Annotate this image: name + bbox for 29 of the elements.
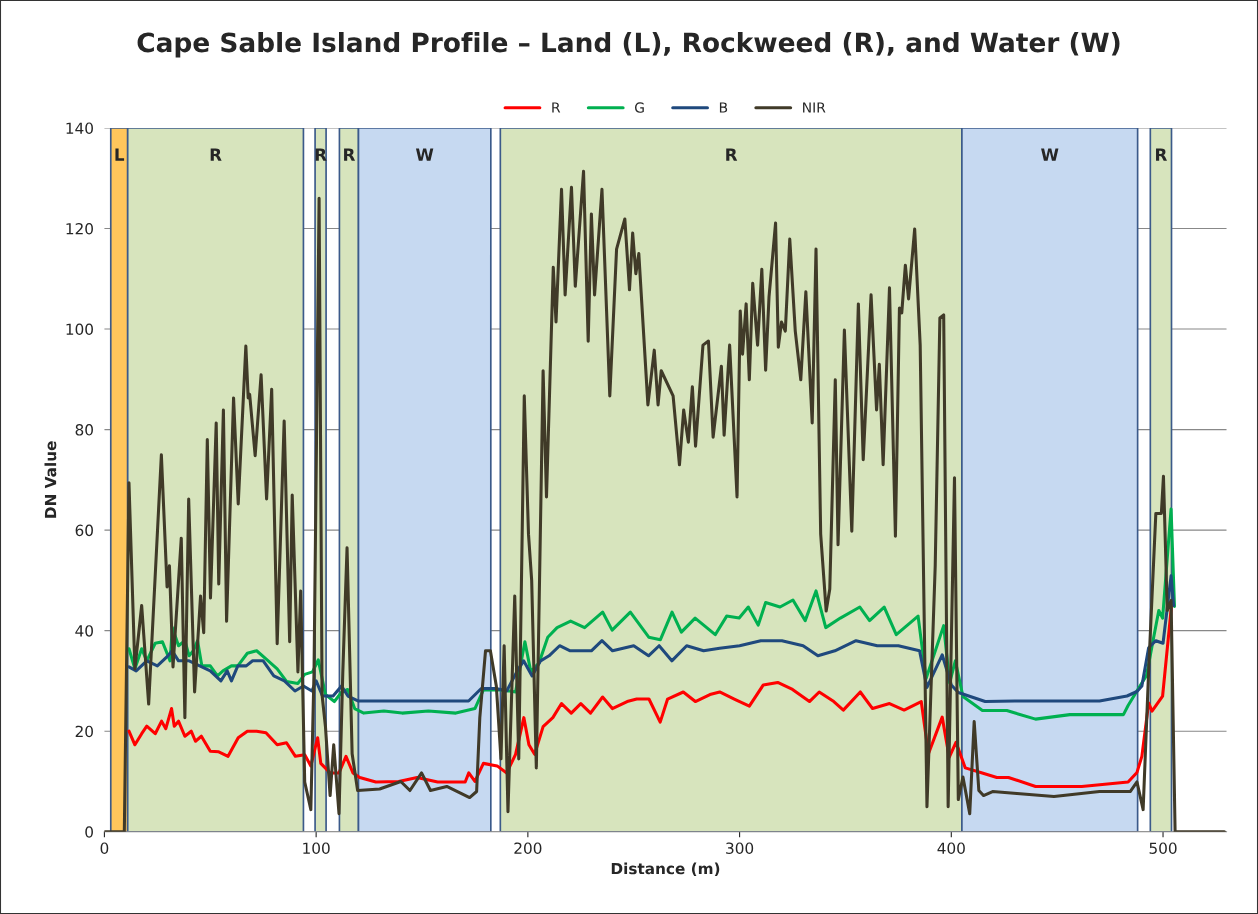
band-label: R (344, 148, 356, 161)
y-tick-label: 20 (75, 725, 93, 738)
legend-label: G (634, 102, 644, 113)
y-tick-label: 40 (75, 625, 93, 637)
band-label: R (726, 148, 738, 161)
band-label: L (115, 148, 125, 161)
y-tick-label: 140 (66, 122, 93, 134)
x-tick-label: 0 (100, 842, 109, 854)
band-label: R (1156, 148, 1167, 161)
x-tick-label: 100 (303, 842, 330, 854)
chart-title: Cape Sable Island Profile – Land (L), Rockweed (R), and Water (W) (137, 31, 1120, 58)
legend-label: R (552, 102, 561, 113)
y-tick-label: 120 (66, 222, 93, 235)
y-axis-title: DN Value (44, 441, 57, 518)
x-tick-label: 200 (514, 842, 542, 854)
y-tick-label: 0 (85, 826, 93, 838)
x-axis-title: Distance (m) (611, 862, 720, 877)
band-label: R (210, 148, 222, 161)
y-tick-label: 60 (75, 524, 93, 537)
x-tick-label: 500 (1149, 842, 1177, 854)
band-label: W (415, 148, 434, 161)
line-series (104, 169, 1226, 832)
legend-label: NIR (803, 102, 826, 113)
band-label: W (1041, 148, 1059, 161)
x-tick-label: 400 (937, 842, 965, 854)
legend-label: B (719, 102, 728, 113)
x-tick-label: 300 (726, 842, 754, 854)
y-tick-label: 100 (66, 323, 93, 336)
y-tick-label: 80 (75, 424, 93, 436)
